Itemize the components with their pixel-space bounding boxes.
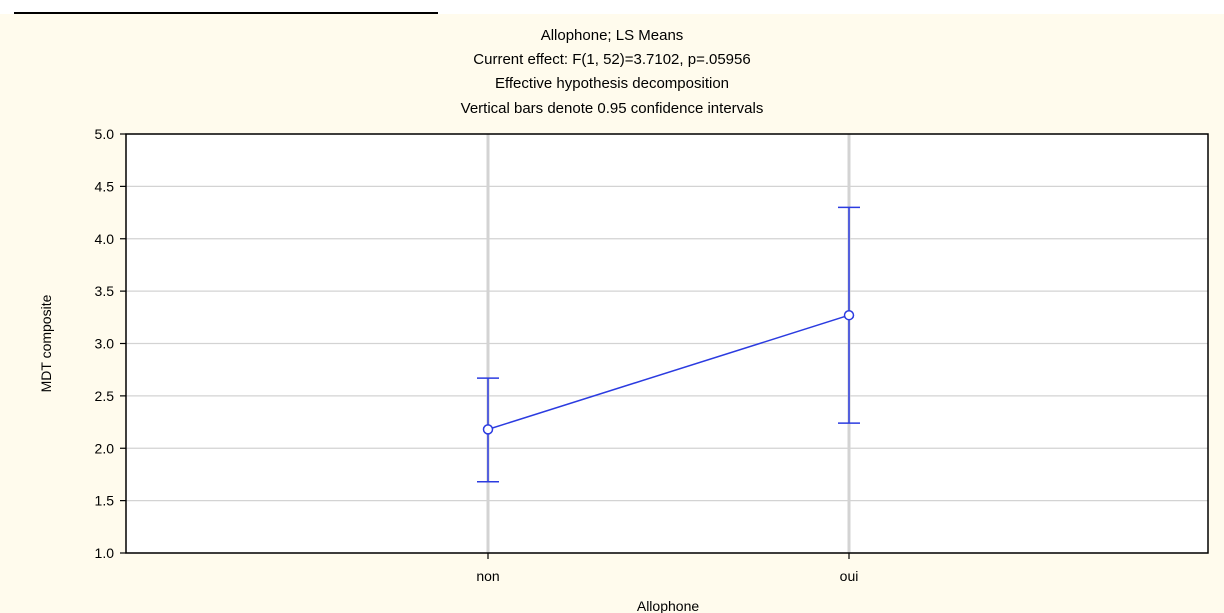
y-tick-label: 2.5 [95, 388, 115, 404]
x-tick-label: non [476, 568, 499, 584]
chart-title-line: Current effect: F(1, 52)=3.7102, p=.0595… [473, 51, 750, 68]
y-tick-label: 3.0 [95, 336, 115, 352]
series-line [487, 314, 850, 431]
y-tick-label: 2.0 [95, 440, 115, 456]
grid [126, 133, 1208, 554]
y-axis-label: MDT composite [38, 294, 54, 392]
y-tick-label: 4.0 [95, 231, 115, 247]
data-point [482, 424, 494, 435]
y-tick-label: 3.5 [95, 283, 115, 299]
x-tick-label: oui [840, 568, 859, 584]
y-axis: 1.0 1.5 2.0 2.5 3.0 3.5 4.0 4.5 5.0 [95, 126, 126, 561]
series [477, 206, 860, 483]
y-tick-label: 1.0 [95, 545, 115, 561]
top-rule [14, 12, 438, 14]
chart-title-line: Allophone; LS Means [541, 27, 684, 44]
chart-title-line: Effective hypothesis decomposition [495, 75, 729, 92]
y-tick-label: 5.0 [95, 126, 115, 142]
chart-title-line: Vertical bars denote 0.95 confidence int… [461, 100, 764, 117]
data-point [843, 309, 855, 321]
x-axis: non oui [476, 553, 858, 584]
x-axis-label: Allophone [637, 598, 699, 613]
y-tick-label: 1.5 [95, 493, 115, 509]
y-tick-label: 4.5 [95, 178, 115, 194]
